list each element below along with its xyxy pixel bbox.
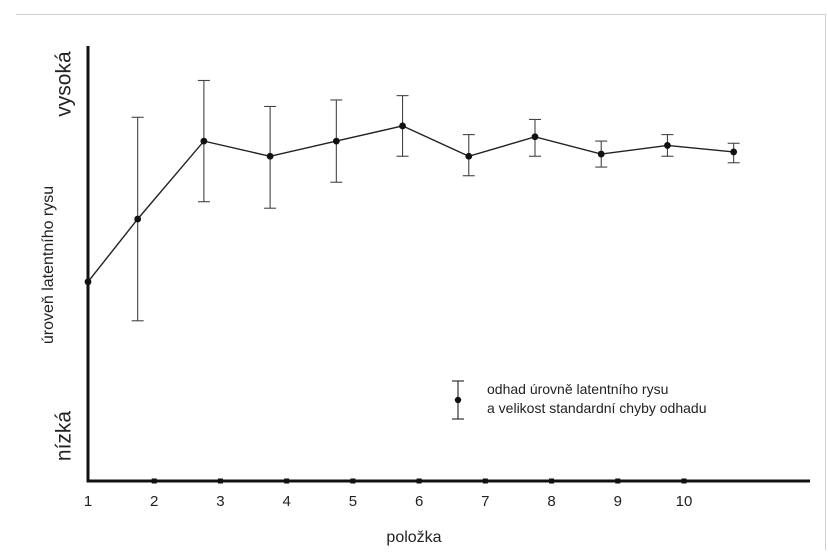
data-point-11 — [730, 148, 738, 156]
legend-text-line-2: a velikost standardní chyby odhadu — [487, 400, 706, 416]
x-tick-10 — [681, 478, 687, 484]
data-point-8 — [531, 133, 539, 141]
x-tick-label-2: 2 — [150, 493, 158, 510]
legend-symbol — [452, 380, 464, 420]
plot-area — [84, 79, 740, 322]
x-ticks — [151, 478, 687, 484]
data-point-2 — [134, 215, 142, 223]
data-point-7 — [465, 152, 473, 160]
y-level-low-label: nízká — [53, 411, 76, 462]
x-tick-3 — [217, 478, 223, 484]
data-point-1 — [84, 278, 92, 286]
x-tick-label-1: 1 — [84, 493, 92, 510]
x-tick-labels: 1 2 3 4 5 6 7 8 9 10 — [84, 493, 693, 510]
axes — [86, 46, 810, 483]
data-point-5 — [332, 137, 340, 145]
y-axis-title: úroveň latentního rysu — [40, 186, 57, 344]
x-tick-label-5: 5 — [349, 493, 357, 510]
error-bars — [131, 79, 740, 322]
data-point-4 — [266, 152, 274, 160]
x-tick-7 — [482, 478, 488, 484]
x-tick-9 — [615, 478, 621, 484]
legend-point — [454, 396, 462, 404]
x-tick-label-3: 3 — [216, 493, 224, 510]
x-tick-label-6: 6 — [415, 493, 423, 510]
data-point-6 — [399, 122, 406, 130]
x-tick-label-9: 9 — [614, 493, 622, 510]
x-tick-4 — [284, 478, 290, 484]
data-point-10 — [664, 142, 671, 149]
x-tick-label-4: 4 — [282, 493, 290, 510]
x-tick-label-7: 7 — [481, 493, 489, 510]
data-point-3 — [200, 137, 208, 145]
x-tick-6 — [416, 478, 422, 484]
legend-text-line-1: odhad úrovně latentního rysu — [487, 381, 668, 397]
series-line — [87, 125, 734, 283]
x-tick-2 — [151, 478, 157, 484]
x-axis-title: položka — [386, 529, 441, 546]
chart-frame — [16, 14, 826, 550]
legend: odhad úrovně latentního rysu a velikost … — [452, 380, 706, 420]
data-points — [84, 122, 738, 286]
data-point-9 — [597, 150, 605, 158]
x-tick-5 — [350, 478, 356, 484]
x-tick-8 — [549, 478, 555, 484]
y-level-high-label: vysoká — [53, 51, 76, 117]
x-tick-label-8: 8 — [547, 493, 555, 510]
x-tick-label-10: 10 — [676, 493, 693, 510]
